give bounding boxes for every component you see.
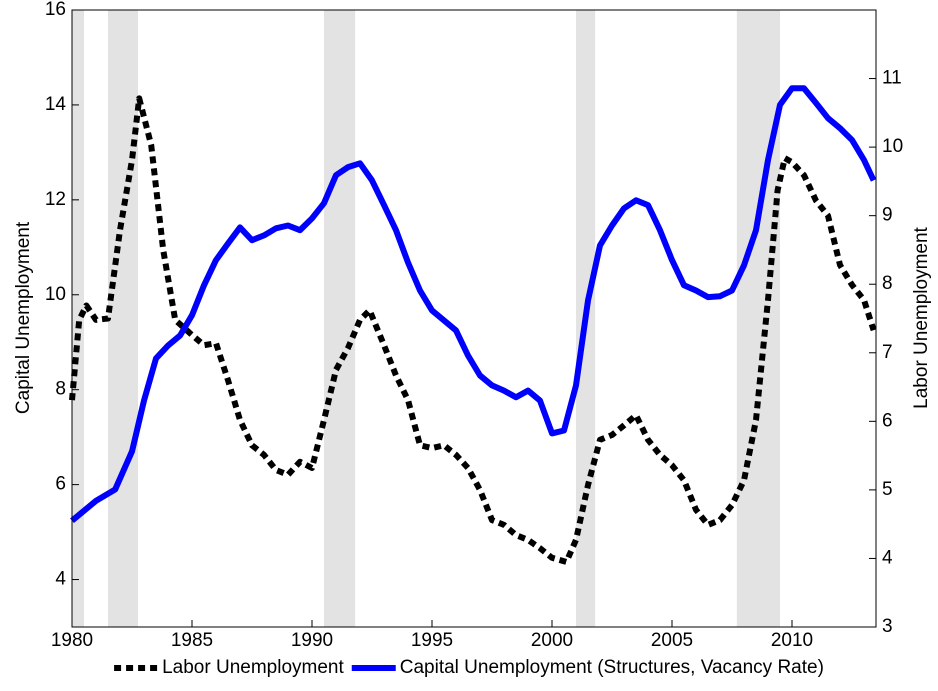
x-tick-label: 1995 [411, 630, 453, 651]
legend-label: Capital Unemployment (Structures, Vacanc… [400, 657, 824, 678]
y2-tick-label: 11 [882, 68, 902, 89]
y-tick-label: 4 [55, 569, 66, 590]
x-tick-label: 1985 [171, 630, 213, 651]
series-line [69, 95, 877, 565]
y2-tick-label: 7 [882, 342, 893, 363]
x-tick-label: 1990 [291, 630, 333, 651]
y-tick-label: 8 [55, 379, 66, 400]
x-tick-label: 2000 [531, 630, 573, 651]
y2-tick-label: 5 [882, 479, 893, 500]
y-axis-label: Capital Unemployment [13, 221, 34, 414]
recession-band [324, 10, 356, 627]
legend-label: Labor Unemployment [162, 657, 344, 678]
y2-tick-label: 10 [882, 136, 903, 157]
y2-tick-label: 4 [882, 547, 893, 568]
x-tick-label: 1980 [51, 630, 93, 651]
y-tick-label: 10 [45, 284, 66, 305]
y-tick-label: 14 [45, 94, 67, 115]
y-tick-label: 16 [45, 0, 66, 20]
y2-axis-label: Labor Unemployment [911, 226, 932, 408]
series-line [70, 85, 877, 524]
recession-band [72, 10, 84, 627]
x-tick-label: 2010 [771, 630, 813, 651]
y2-tick-label: 6 [882, 410, 893, 431]
legend: Labor Unemployment Capital Unemployment (… [114, 657, 824, 678]
y2-tick-label: 8 [882, 273, 893, 294]
recession-band [736, 10, 780, 627]
y2-tick-label: 3 [882, 616, 893, 637]
plot-frame [71, 9, 877, 628]
y2-tick-label: 9 [882, 205, 893, 226]
y-tick-label: 12 [45, 189, 66, 210]
recession-band [108, 10, 138, 627]
x-tick-label: 2005 [651, 630, 693, 651]
y-tick-label: 6 [55, 474, 66, 495]
